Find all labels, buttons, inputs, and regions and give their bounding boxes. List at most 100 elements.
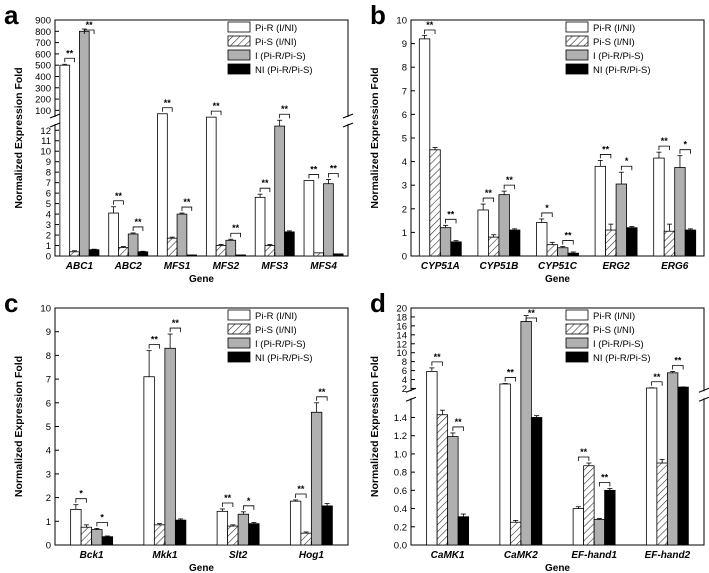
significance-bracket (562, 240, 574, 245)
bar (237, 513, 250, 546)
legend-label: I (Pi-R/Pi-S) (255, 339, 306, 350)
bar (536, 222, 548, 257)
bar (546, 244, 558, 257)
axis-break-mark (49, 113, 61, 119)
panel-letter: d (370, 288, 386, 318)
bar (572, 508, 585, 546)
y-tick-label: 0.4 (394, 504, 407, 515)
significance-label: ** (281, 104, 289, 114)
y-tick-label: 10 (40, 147, 51, 158)
legend-label: Pi-S (I/NI) (255, 37, 297, 48)
significance-bracket (308, 174, 320, 179)
legend-swatch (227, 337, 251, 349)
y-tick-label: 4 (46, 446, 51, 457)
bar (176, 213, 188, 257)
y-tick-label: 3 (402, 181, 407, 192)
significance-bracket (230, 232, 241, 238)
chart-panel-d: 0.0 0.2 0.4 0.6 0.8 1.0 1.2 1.4 2468101214161820… (369, 288, 709, 573)
legend-swatch (565, 63, 589, 75)
bar (567, 252, 579, 257)
significance-label: ** (135, 217, 143, 227)
bar (477, 209, 489, 257)
significance-label: ** (661, 136, 669, 146)
bar (127, 233, 139, 257)
bar (323, 183, 334, 257)
legend-label: NI (Pi-R/Pi-S) (255, 353, 313, 364)
y-tick-label: 4 (402, 157, 407, 168)
bar (604, 489, 616, 546)
bar (677, 386, 689, 546)
y-tick-label: 100 (35, 106, 51, 117)
bar (70, 509, 82, 546)
significance-bracket (503, 184, 516, 190)
significance-bracket (316, 396, 328, 401)
legend-swatch (565, 21, 589, 33)
x-tick-label: MFS4 (310, 261, 337, 272)
y-axis-label: Normalized Expression Fold (369, 67, 381, 208)
bar (79, 30, 90, 257)
significance-label: * (247, 496, 251, 506)
significance-label: ** (580, 447, 588, 457)
axis-break-mark (698, 387, 709, 393)
bar (205, 116, 217, 257)
x-axis-label: Gene (545, 563, 570, 573)
bar (235, 254, 246, 257)
bar (615, 183, 627, 257)
significance-label: ** (674, 355, 682, 365)
legend-swatch (227, 351, 251, 363)
significance-bracket (113, 200, 124, 205)
y-tick-label: 2 (46, 231, 51, 242)
legend-label: Pi-S (I/NI) (593, 37, 635, 48)
y-tick-label: 9 (46, 157, 51, 168)
significance-bracket (599, 154, 612, 159)
x-tick-label: ABC2 (114, 261, 143, 272)
bar (118, 247, 129, 257)
significance-bracket (132, 226, 144, 231)
significance-label: ** (115, 191, 123, 201)
significance-label: * (683, 140, 687, 150)
bar (284, 231, 295, 257)
y-tick-label: 5 (46, 199, 51, 210)
legend-swatch (227, 21, 251, 33)
y-tick-label: 10 (396, 348, 407, 359)
significance-bracket (541, 212, 553, 217)
bar (137, 251, 149, 257)
bar (663, 230, 676, 257)
x-tick-label: EF-hand2 (645, 550, 691, 561)
bar (429, 149, 441, 257)
y-tick-label: 12 (40, 126, 51, 137)
bar (674, 167, 686, 257)
axis-break-mark (49, 122, 61, 128)
chart-panel-a: 0123456789101112100200300400500600700800… (4, 0, 354, 285)
y-axis-label: Normalized Expression Fold (369, 356, 381, 497)
x-tick-label: CaMK2 (504, 550, 538, 561)
legend-swatch (227, 309, 251, 321)
significance-label: ** (224, 493, 232, 503)
y-tick-label: 2 (402, 204, 407, 215)
x-tick-label: Slt2 (229, 550, 248, 561)
legend-swatch (227, 323, 251, 335)
significance-label: ** (297, 484, 305, 494)
bar (666, 372, 679, 546)
bar (530, 417, 543, 546)
y-tick-label: 500 (35, 61, 51, 72)
legend-swatch (227, 35, 251, 47)
bar (166, 237, 178, 257)
y-tick-label: 8 (402, 63, 407, 74)
y-tick-label: 0 (46, 541, 51, 552)
significance-bracket (259, 187, 271, 193)
x-tick-label: Bck1 (80, 550, 104, 561)
bar (593, 519, 606, 546)
y-tick-label: 200 (35, 95, 51, 106)
bar (215, 245, 227, 257)
significance-label: ** (330, 164, 338, 174)
y-tick-label: 0.8 (394, 468, 407, 479)
bar (310, 411, 323, 546)
bar (499, 383, 511, 546)
legend-label: Pi-S (I/NI) (593, 325, 635, 336)
panel-letter: b (370, 0, 386, 30)
legend-swatch (565, 49, 589, 61)
plot-frame (54, 19, 349, 257)
